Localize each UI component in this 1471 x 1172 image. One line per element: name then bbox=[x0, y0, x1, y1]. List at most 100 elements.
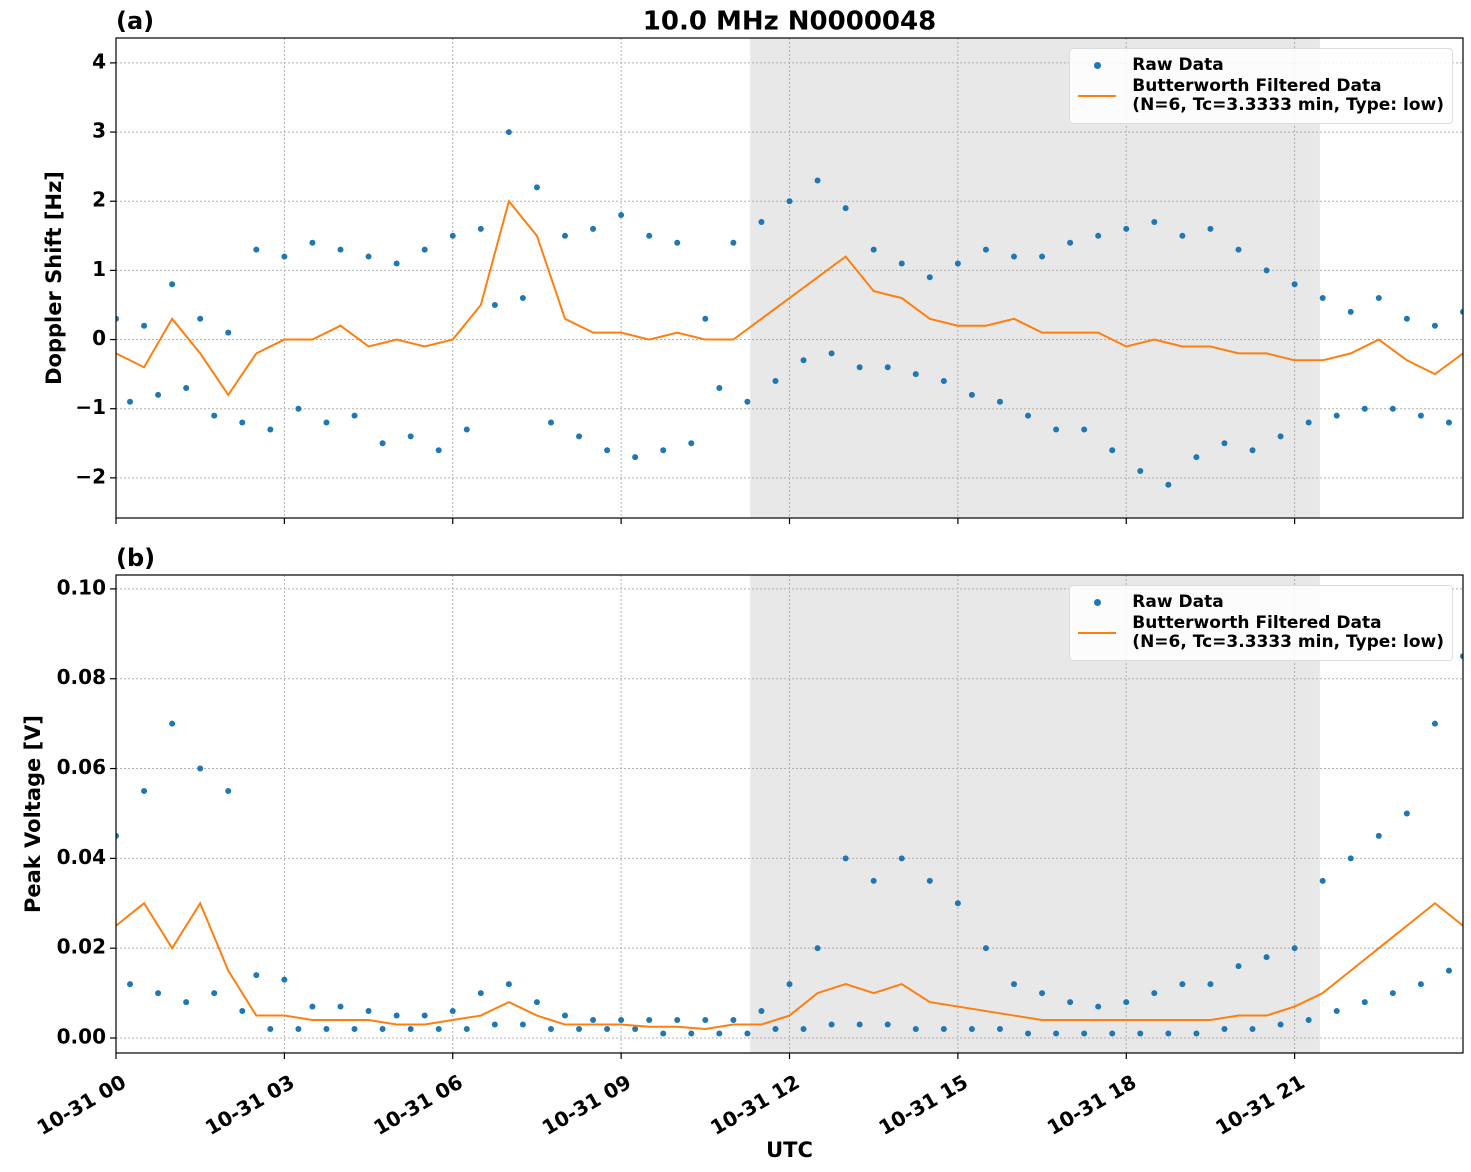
raw-point bbox=[365, 253, 372, 260]
x-tick-label: 10-31 06 bbox=[369, 1070, 467, 1140]
raw-point bbox=[1277, 1021, 1284, 1028]
legend-key bbox=[1078, 623, 1118, 643]
raw-point bbox=[281, 253, 288, 260]
raw-point bbox=[1431, 322, 1438, 329]
raw-point bbox=[365, 1008, 372, 1015]
raw-point bbox=[267, 426, 274, 433]
raw-point bbox=[954, 900, 961, 907]
raw-point bbox=[660, 447, 667, 454]
y-tick-label: 2 bbox=[92, 188, 106, 212]
x-tick-label: 10-31 00 bbox=[33, 1070, 131, 1140]
raw-point bbox=[702, 315, 709, 322]
y-tick-label: 1 bbox=[92, 257, 106, 281]
raw-point bbox=[491, 1021, 498, 1028]
legend-swatch bbox=[1094, 62, 1102, 69]
raw-point bbox=[435, 1026, 442, 1033]
raw-point bbox=[968, 1026, 975, 1033]
legend-entry: Butterworth Filtered Data (N=6, Tc=3.333… bbox=[1078, 614, 1444, 652]
raw-point bbox=[1081, 426, 1088, 433]
raw-point bbox=[730, 239, 737, 246]
legend-key bbox=[1078, 86, 1118, 106]
raw-point bbox=[1123, 999, 1130, 1006]
raw-point bbox=[1165, 481, 1172, 488]
raw-point bbox=[505, 981, 512, 988]
raw-point bbox=[1193, 1030, 1200, 1037]
raw-point bbox=[155, 391, 162, 398]
raw-point bbox=[1249, 447, 1256, 454]
x-tick-label: 10-31 18 bbox=[1043, 1070, 1141, 1140]
y-tick-label: 0.10 bbox=[57, 575, 106, 599]
raw-point bbox=[1375, 832, 1382, 839]
raw-point bbox=[155, 990, 162, 997]
raw-point bbox=[1291, 281, 1298, 288]
raw-point bbox=[1221, 1026, 1228, 1033]
raw-point bbox=[870, 877, 877, 884]
raw-point bbox=[716, 384, 723, 391]
raw-point bbox=[197, 765, 204, 772]
raw-point bbox=[1025, 1030, 1032, 1037]
raw-point bbox=[674, 1017, 681, 1024]
y-tick-label: −2 bbox=[75, 464, 106, 488]
legend-swatch bbox=[1094, 599, 1102, 606]
raw-point bbox=[982, 945, 989, 952]
raw-point bbox=[926, 274, 933, 281]
raw-point bbox=[1193, 454, 1200, 461]
legend-key bbox=[1078, 592, 1118, 612]
raw-point bbox=[449, 232, 456, 239]
raw-point bbox=[1109, 447, 1116, 454]
raw-point bbox=[646, 1017, 653, 1024]
raw-point bbox=[547, 419, 554, 426]
raw-point bbox=[786, 981, 793, 988]
raw-point bbox=[1053, 426, 1060, 433]
raw-point bbox=[533, 999, 540, 1006]
raw-point bbox=[814, 945, 821, 952]
raw-point bbox=[547, 1026, 554, 1033]
raw-point bbox=[323, 419, 330, 426]
x-tick-label: 10-31 03 bbox=[201, 1070, 299, 1140]
raw-point bbox=[1460, 653, 1463, 660]
raw-point bbox=[688, 1030, 695, 1037]
raw-point bbox=[716, 1030, 723, 1037]
raw-point bbox=[828, 350, 835, 357]
raw-point bbox=[996, 1026, 1003, 1033]
raw-point bbox=[309, 239, 316, 246]
raw-point bbox=[1095, 232, 1102, 239]
raw-point bbox=[379, 1026, 386, 1033]
raw-point bbox=[982, 246, 989, 253]
raw-point bbox=[884, 1021, 891, 1028]
raw-point bbox=[323, 1026, 330, 1033]
raw-point bbox=[856, 364, 863, 371]
raw-point bbox=[1361, 405, 1368, 412]
raw-point bbox=[127, 981, 134, 988]
raw-point bbox=[1333, 1008, 1340, 1015]
legend-entry: Raw Data bbox=[1078, 592, 1444, 612]
raw-point bbox=[183, 999, 190, 1006]
raw-point bbox=[519, 1021, 526, 1028]
legend-label: Raw Data bbox=[1132, 54, 1224, 75]
raw-point bbox=[632, 454, 639, 461]
y-axis-label: Doppler Shift [Hz] bbox=[42, 171, 66, 385]
raw-point bbox=[1305, 419, 1312, 426]
x-tick-label: 10-31 21 bbox=[1211, 1070, 1309, 1140]
raw-point bbox=[814, 177, 821, 184]
raw-point bbox=[576, 1026, 583, 1033]
raw-point bbox=[351, 1026, 358, 1033]
raw-point bbox=[116, 832, 119, 839]
raw-point bbox=[1417, 981, 1424, 988]
raw-point bbox=[800, 1026, 807, 1033]
raw-point bbox=[533, 184, 540, 191]
raw-point bbox=[1067, 239, 1074, 246]
raw-point bbox=[940, 1026, 947, 1033]
raw-point bbox=[435, 447, 442, 454]
raw-point bbox=[141, 788, 148, 795]
filtered-line bbox=[116, 901, 1463, 1031]
raw-point bbox=[1389, 405, 1396, 412]
raw-point bbox=[407, 433, 414, 440]
raw-point bbox=[1123, 225, 1130, 232]
raw-point bbox=[1235, 963, 1242, 970]
y-tick-label: 0.06 bbox=[57, 755, 106, 779]
plot-frame bbox=[115, 37, 1464, 519]
raw-point bbox=[116, 315, 119, 322]
raw-point bbox=[618, 212, 625, 219]
raw-point bbox=[1263, 267, 1270, 274]
